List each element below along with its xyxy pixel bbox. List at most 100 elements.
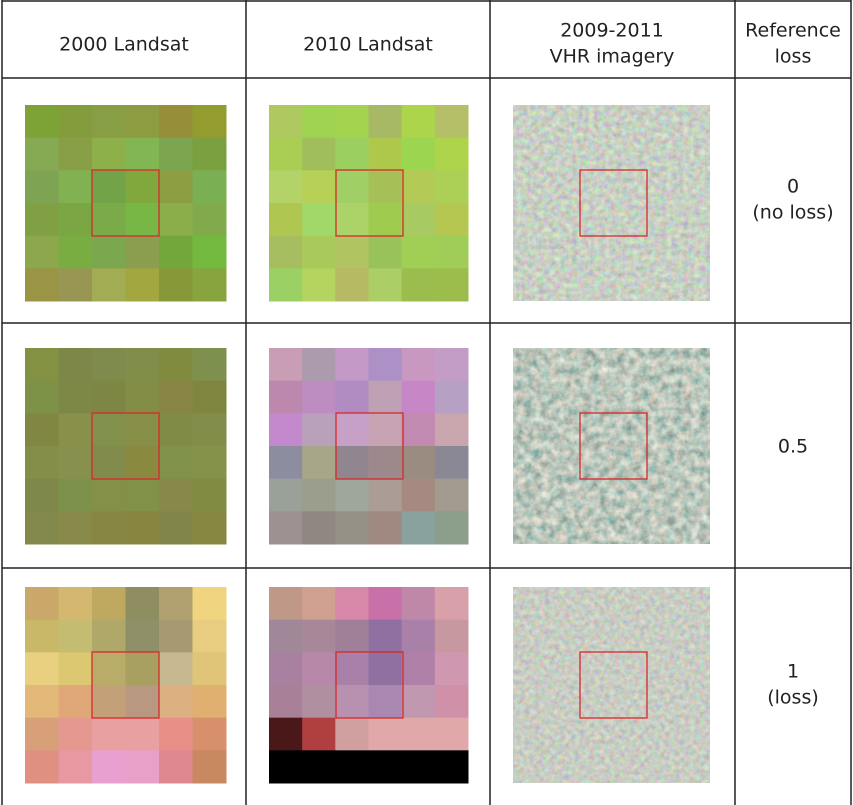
- pixel: [125, 619, 160, 653]
- pixel: [92, 413, 126, 447]
- pixel: [368, 413, 403, 447]
- pixel: [401, 478, 436, 512]
- pixel: [401, 652, 436, 686]
- pixel: [368, 478, 403, 512]
- header-cell: 2009-2011: [560, 20, 664, 42]
- pixel: [125, 685, 160, 719]
- pixel: [335, 413, 369, 447]
- pixel: [25, 203, 59, 237]
- pixel: [192, 750, 227, 784]
- vhr-image: [513, 587, 710, 783]
- pixel: [192, 137, 227, 171]
- pixel: [302, 652, 336, 686]
- pixel: [335, 203, 369, 237]
- pixel: [192, 203, 227, 237]
- pixel: [368, 685, 403, 719]
- pixel: [159, 203, 193, 237]
- sample-box: [91, 412, 160, 480]
- pixel: [125, 478, 160, 512]
- pixel: [269, 235, 303, 269]
- pixel: [335, 380, 369, 414]
- pixel: [125, 717, 160, 751]
- pixel: [269, 203, 303, 237]
- pixel: [401, 380, 436, 414]
- pixel: [92, 587, 126, 621]
- pixel: [58, 685, 93, 719]
- pixel: [269, 105, 303, 139]
- pixel: [125, 105, 160, 139]
- sample-box: [579, 412, 648, 480]
- pixel: [125, 413, 160, 447]
- pixel: [434, 446, 469, 480]
- pixel: [269, 619, 303, 653]
- pixel: [269, 511, 303, 545]
- pixel: [368, 105, 403, 139]
- pixel: [92, 268, 126, 302]
- pixel: [92, 137, 126, 171]
- pixel: [125, 446, 160, 480]
- pixel: [401, 413, 436, 447]
- sample-box: [91, 651, 160, 719]
- pixel: [159, 413, 193, 447]
- pixel: [159, 685, 193, 719]
- pixel: [302, 235, 336, 269]
- pixel: [25, 268, 59, 302]
- pixel: [92, 446, 126, 480]
- pixel: [125, 380, 160, 414]
- pixel: [159, 511, 193, 545]
- pixel: [434, 235, 469, 269]
- pixel: [335, 235, 369, 269]
- pixel: [192, 380, 227, 414]
- pixel: [92, 348, 126, 382]
- pixel: [335, 446, 369, 480]
- pixel: [25, 619, 59, 653]
- pixel: [192, 652, 227, 686]
- pixel: [92, 203, 126, 237]
- pixel: [401, 268, 436, 302]
- reference-loss: 0.5: [778, 436, 808, 458]
- pixel: [92, 717, 126, 751]
- reference-loss: 0: [787, 176, 799, 198]
- sample-box: [335, 169, 404, 237]
- pixel: [269, 717, 303, 751]
- pixel: [368, 619, 403, 653]
- header-cell: 2000 Landsat: [59, 34, 189, 56]
- pixel: [125, 652, 160, 686]
- pixel: [58, 478, 93, 512]
- pixel: [92, 511, 126, 545]
- pixel: [125, 203, 160, 237]
- pixel: [92, 105, 126, 139]
- pixel: [125, 750, 160, 784]
- pixel: [335, 717, 369, 751]
- pixel: [302, 685, 336, 719]
- vhr-image: [513, 105, 710, 301]
- pixel: [159, 446, 193, 480]
- pixel: [434, 348, 469, 382]
- pixel: [434, 685, 469, 719]
- pixel: [335, 750, 369, 784]
- pixel: [335, 137, 369, 171]
- pixel: [434, 203, 469, 237]
- pixel: [401, 619, 436, 653]
- pixel: [58, 619, 93, 653]
- pixel: [434, 137, 469, 171]
- pixel: [58, 446, 93, 480]
- pixel: [302, 446, 336, 480]
- pixel: [302, 587, 336, 621]
- pixel: [368, 203, 403, 237]
- pixel: [401, 446, 436, 480]
- pixel: [269, 137, 303, 171]
- pixel: [368, 750, 403, 784]
- pixel: [192, 685, 227, 719]
- pixel: [25, 511, 59, 545]
- pixel: [125, 348, 160, 382]
- pixel: [368, 380, 403, 414]
- pixel: [269, 446, 303, 480]
- pixel: [434, 619, 469, 653]
- pixel: [269, 750, 303, 784]
- pixel: [302, 511, 336, 545]
- pixel: [335, 478, 369, 512]
- pixel: [302, 413, 336, 447]
- pixel: [401, 203, 436, 237]
